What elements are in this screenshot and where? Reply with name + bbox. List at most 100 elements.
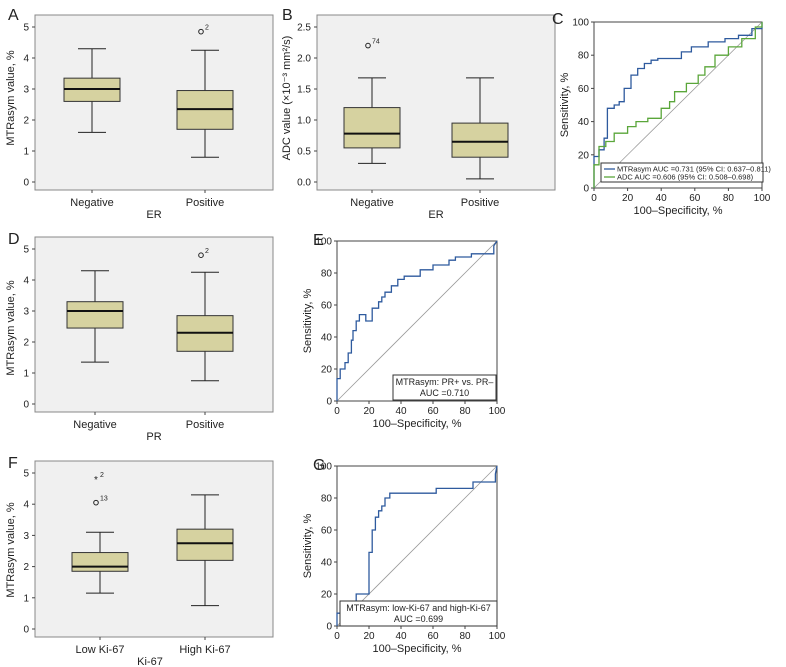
x-tick-label-E: 60 <box>427 406 439 417</box>
outlier-label: 13 <box>100 496 108 503</box>
box-iqr <box>71 552 129 572</box>
panel-label-C: C <box>552 11 564 28</box>
y-tick-label-E: 100 <box>315 237 332 248</box>
x-tick-label-G: 20 <box>363 631 375 642</box>
legend-line-1: MTRasym: PR+ vs. PR– <box>396 377 494 387</box>
x-axis-label-E: 100–Specificity, % <box>372 418 461 430</box>
y-tick-label-C: 0 <box>583 184 589 195</box>
x-tick-label-G: 40 <box>395 631 407 642</box>
y-tick-label-A: 5 <box>23 23 29 34</box>
y-tick-label-E: 20 <box>321 365 333 376</box>
y-tick-label-C: 100 <box>572 18 589 29</box>
x-category-label: Positive <box>186 197 225 209</box>
y-tick-label-F: 2 <box>23 562 29 573</box>
roc-curve-C-1 <box>593 22 763 188</box>
y-tick-label-F: 5 <box>23 469 29 480</box>
x-tick-label-C: 0 <box>591 193 597 204</box>
x-tick-label-G: 60 <box>427 631 439 642</box>
y-axis-label-F: MTRasym value, % <box>5 502 17 598</box>
y-tick-label-C: 20 <box>578 150 590 161</box>
legend-box-G <box>339 600 498 627</box>
reference-line <box>593 21 763 189</box>
y-tick-label-A: 4 <box>23 54 29 65</box>
x-tick-label-E: 0 <box>334 406 340 417</box>
plot-area-B <box>316 14 556 191</box>
y-tick-label-G: 20 <box>321 590 333 601</box>
panel-label-B: B <box>282 7 293 24</box>
x-axis-label-F: Ki-67 <box>137 656 163 667</box>
box-iqr <box>176 528 234 561</box>
outlier-label: 2 <box>100 472 104 479</box>
x-axis-label-D: PR <box>146 431 161 443</box>
legend-line-2: AUC =0.699 <box>394 614 443 624</box>
x-tick-label-E: 100 <box>489 406 506 417</box>
legend-box-E <box>392 374 497 401</box>
y-axis-label-E: Sensitivity, % <box>302 288 314 353</box>
panel-label-G: G <box>313 457 325 474</box>
outlier-point <box>198 28 204 35</box>
outlier-point <box>93 499 99 506</box>
x-axis-label-C: 100–Specificity, % <box>633 205 722 217</box>
x-category-label: Negative <box>350 197 393 209</box>
y-tick-label-A: 1 <box>23 147 29 158</box>
x-tick-label-C: 20 <box>622 193 634 204</box>
roc-curve-C-0 <box>593 22 763 188</box>
x-tick-label-E: 40 <box>395 406 407 417</box>
y-axis-label-C: Sensitivity, % <box>559 72 571 137</box>
x-tick-label-C: 40 <box>656 193 668 204</box>
y-tick-label-G: 100 <box>315 462 332 473</box>
y-tick-label-E: 40 <box>321 333 333 344</box>
y-axis-label-G: Sensitivity, % <box>302 513 314 578</box>
y-tick-label-B: 0.5 <box>297 147 311 158</box>
y-tick-label-B: 0.0 <box>297 178 311 189</box>
y-tick-label-B: 2.0 <box>297 54 311 65</box>
y-tick-label-C: 60 <box>578 84 590 95</box>
x-category-label: High Ki-67 <box>179 644 230 656</box>
outlier-point <box>365 42 371 49</box>
y-tick-label-F: 0 <box>23 625 29 636</box>
x-category-label: Negative <box>70 197 113 209</box>
x-tick-label-C: 100 <box>754 193 771 204</box>
outlier-point <box>198 252 204 258</box>
legend-line-1: MTRasym: low-Ki-67 and high-Ki-67 <box>346 603 491 613</box>
panel-label-D: D <box>8 231 20 248</box>
y-axis-label-D: MTRasym value, % <box>5 280 17 376</box>
x-tick-label-C: 80 <box>723 193 735 204</box>
y-tick-label-C: 80 <box>578 51 590 62</box>
box-iqr <box>66 301 124 329</box>
box-iqr <box>343 107 401 149</box>
plot-area-A <box>34 14 274 191</box>
x-tick-label-G: 100 <box>489 631 506 642</box>
y-tick-label-B: 2.5 <box>297 23 311 34</box>
y-tick-label-D: 1 <box>23 369 29 380</box>
y-tick-label-A: 3 <box>23 85 29 96</box>
x-tick-label-G: 80 <box>459 631 471 642</box>
y-tick-label-G: 40 <box>321 558 333 569</box>
y-tick-label-D: 5 <box>23 245 29 256</box>
legend-line-2: AUC =0.710 <box>420 388 469 398</box>
y-tick-label-G: 60 <box>321 526 333 537</box>
roc-curve-E-0 <box>336 240 498 401</box>
panel-label-E: E <box>313 232 324 249</box>
y-tick-label-F: 3 <box>23 531 29 542</box>
y-tick-label-F: 1 <box>23 593 29 604</box>
x-axis-label-B: ER <box>428 209 443 221</box>
y-axis-label-B: ADC value (×10⁻³ mm²/s) <box>281 36 293 161</box>
y-tick-label-B: 1.0 <box>297 116 311 127</box>
legend-entry: ADC AUC =0.606 (95% CI: 0.508–0.698) <box>617 173 754 182</box>
plot-area-F <box>34 460 274 638</box>
y-tick-label-D: 3 <box>23 307 29 318</box>
x-tick-label-E: 80 <box>459 406 471 417</box>
y-tick-label-A: 2 <box>23 116 29 127</box>
x-tick-label-G: 0 <box>334 631 340 642</box>
y-tick-label-G: 0 <box>326 622 332 633</box>
x-category-label: Negative <box>73 419 116 431</box>
outlier-point: * <box>94 475 98 486</box>
y-tick-label-F: 4 <box>23 500 29 511</box>
y-tick-label-E: 60 <box>321 301 333 312</box>
box-iqr <box>451 122 509 158</box>
y-tick-label-E: 80 <box>321 269 333 280</box>
y-tick-label-D: 4 <box>23 276 29 287</box>
panel-label-F: F <box>8 455 18 472</box>
